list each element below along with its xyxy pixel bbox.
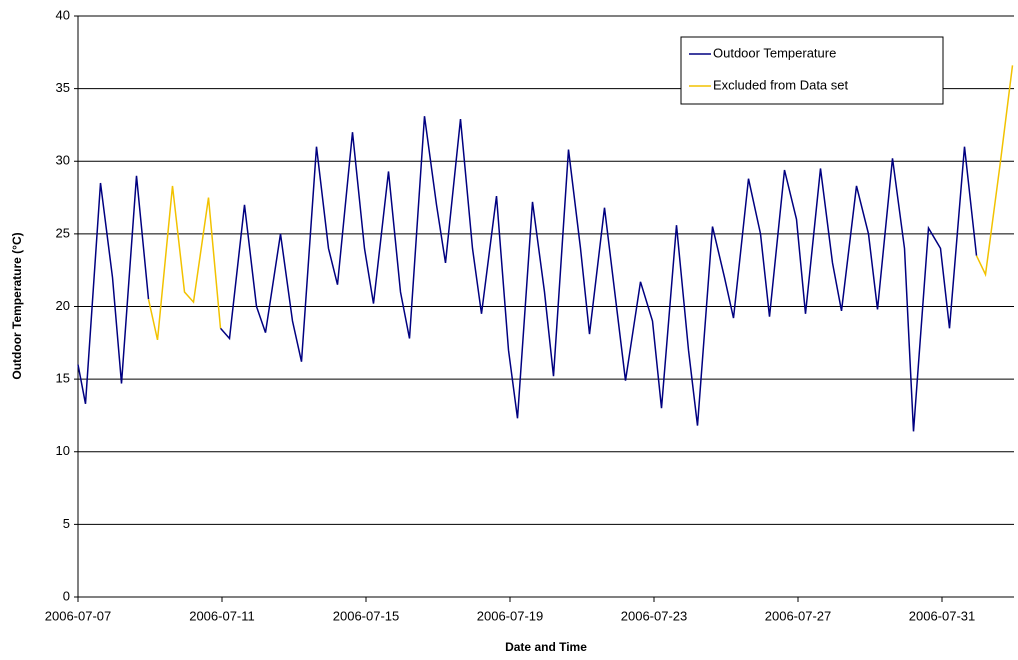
y-tick-label: 25 [56,225,70,240]
y-axis-title: Outdoor Temperature (°C) [10,232,24,379]
legend-label: Outdoor Temperature [713,45,836,60]
data-line [77,116,978,432]
x-tick-label: 2006-07-11 [189,608,255,623]
y-tick-label: 20 [56,298,70,313]
x-tick-label: 2006-07-19 [477,608,544,623]
y-tick-label: 40 [56,7,70,22]
legend-box [680,36,944,105]
y-tick-label: 15 [56,371,70,386]
y-tick-label: 10 [56,443,70,458]
x-tick-label: 2006-07-31 [909,608,976,623]
y-tick-label: 30 [56,153,70,168]
y-tick-label: 5 [63,516,70,531]
legend-label: Excluded from Data set [713,77,849,92]
x-tick-label: 2006-07-27 [765,608,832,623]
x-tick-label: 2006-07-15 [333,608,400,623]
y-tick-label: 35 [56,80,70,95]
data-line [147,65,1014,341]
x-tick-label: 2006-07-23 [621,608,688,623]
y-tick-label: 0 [63,588,70,603]
x-axis-title: Date and Time [505,640,587,654]
x-tick-label: 2006-07-07 [45,608,112,623]
